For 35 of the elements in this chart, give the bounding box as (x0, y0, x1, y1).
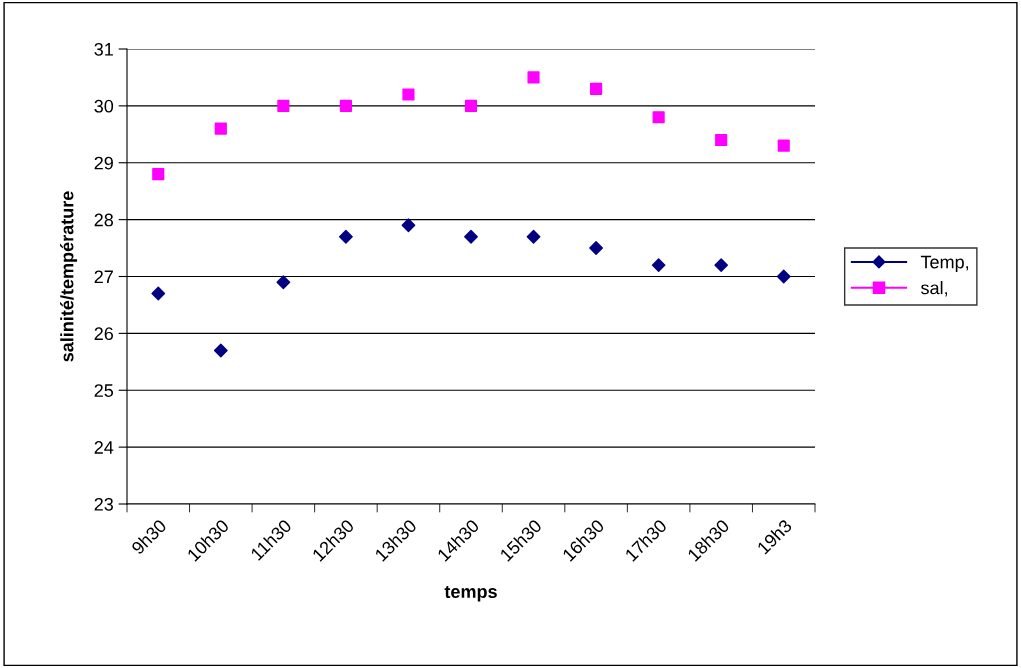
point (776, 269, 791, 284)
point (590, 82, 603, 95)
point (714, 258, 729, 273)
point (276, 275, 291, 290)
point (277, 99, 290, 112)
y-tick-label: 30 (94, 99, 114, 113)
y-tick-label: 28 (94, 213, 114, 227)
point (339, 99, 352, 112)
point (339, 229, 353, 244)
point (652, 111, 665, 124)
point (589, 241, 603, 255)
point (715, 133, 728, 147)
point (526, 229, 541, 244)
y-tick-label: 29 (94, 156, 113, 170)
y-tick-label: 31 (94, 42, 113, 56)
legend-label: sal, (921, 281, 947, 297)
y-tick-label: 27 (94, 270, 113, 284)
y-axis-title: salinité/température (60, 191, 78, 362)
point (214, 122, 227, 135)
y-tick-label: 25 (94, 384, 114, 397)
point (152, 168, 165, 181)
point (151, 286, 166, 301)
y-tick-label: 26 (94, 327, 114, 341)
point (464, 229, 478, 244)
point (651, 258, 666, 273)
x-axis-title: temps (444, 586, 497, 602)
point (213, 343, 228, 358)
point (464, 99, 478, 112)
y-tick-label: 24 (94, 441, 114, 454)
point (401, 218, 416, 233)
legend-label: Temp, (920, 255, 969, 272)
y-tick-label: 23 (94, 497, 114, 511)
point (527, 71, 540, 84)
point (402, 88, 415, 101)
point (777, 139, 790, 152)
